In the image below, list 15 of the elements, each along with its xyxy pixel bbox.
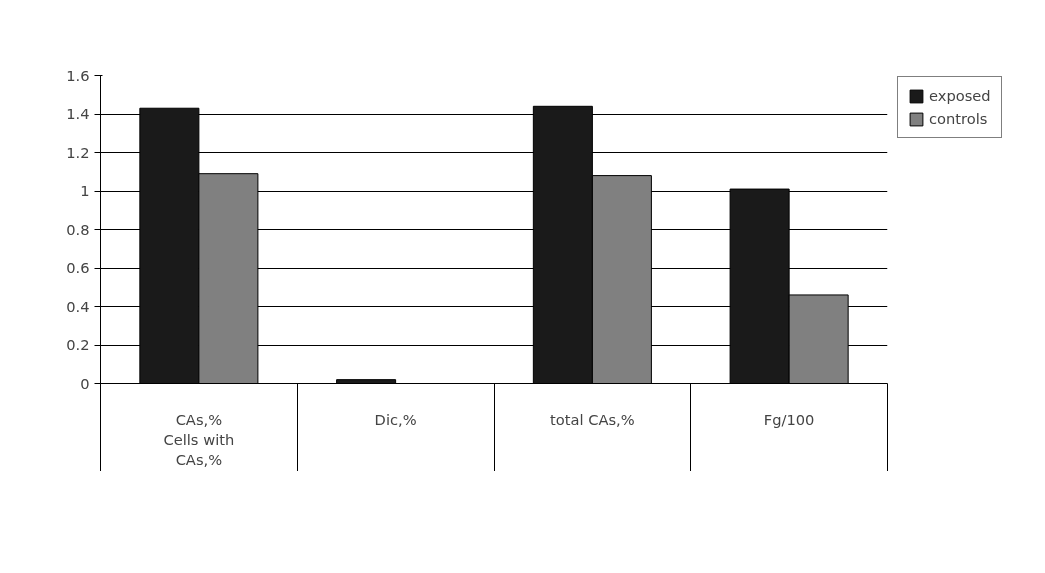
y-tick-label: 1.6 bbox=[66, 66, 90, 84]
y-tick-label: 0.6 bbox=[66, 259, 90, 276]
y-tick-label: 1 bbox=[80, 182, 90, 199]
x-tick-label: total CAs,% bbox=[550, 410, 635, 428]
y-tick-label: 0.4 bbox=[66, 297, 90, 315]
x-tick-label: Fg/100 bbox=[763, 410, 815, 428]
y-tick-label: 1.4 bbox=[66, 105, 90, 122]
y-tick-label: 0.2 bbox=[66, 336, 90, 353]
x-tick-label: Dic,% bbox=[374, 410, 417, 428]
legend-label: exposed bbox=[929, 87, 991, 104]
y-tick-label: 0.8 bbox=[66, 220, 90, 238]
y-tick-label: 0 bbox=[80, 374, 90, 392]
legend-label: controls bbox=[929, 110, 988, 127]
y-tick-label: 1.2 bbox=[66, 143, 90, 161]
x-tick-label: CAs,% Cells with CAs,% bbox=[163, 410, 235, 469]
